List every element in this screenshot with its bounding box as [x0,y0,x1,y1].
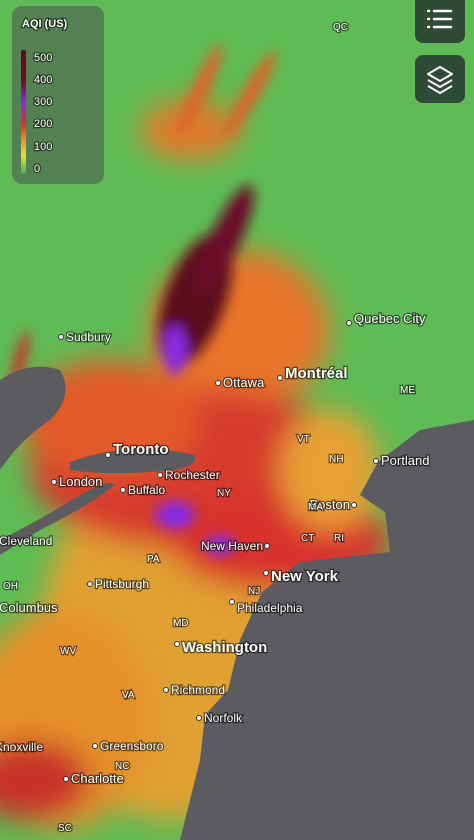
region-label: QC [333,22,348,33]
city-label: Toronto [113,441,169,458]
city-label: Boston [310,497,350,512]
city-label: Richmond [171,683,225,697]
region-label: NJ [248,586,260,597]
city-label: New York [271,568,339,585]
city-dot [120,487,126,493]
city-dot [92,743,98,749]
city-dot [174,641,180,647]
city-dot [263,570,269,576]
city-dot [58,334,64,340]
smoke-core [10,44,276,555]
legend: AQI (US) 500 400 300 200 100 0 [12,6,104,184]
city-dot [87,581,93,587]
region-label: NY [217,488,231,499]
region-label: MD [173,618,189,629]
city-dot [277,375,283,381]
city-label: Quebec City [354,311,426,326]
layers-button[interactable] [415,55,465,103]
city-dot [105,452,111,458]
city-dot [373,458,379,464]
city-label: Washington [182,639,267,656]
city-dot [346,320,352,326]
city-dot [215,380,221,386]
city-label: Columbus [0,600,58,615]
city-dot [157,472,163,478]
city-label: Montréal [285,365,348,382]
city-label: Charlotte [71,771,124,786]
city-label: Ottawa [223,375,265,390]
region-label: OH [3,581,18,592]
city-label: Knoxville [0,740,43,754]
legend-tick: 500 [34,52,52,64]
city-dot [163,687,169,693]
legend-tick: 100 [34,141,52,153]
ocean [180,420,474,840]
region-label: WV [60,646,76,657]
legend-tick: 200 [34,118,52,130]
region-label: NC [115,761,129,772]
region-label: SC [58,823,72,834]
city-label: Greensboro [100,739,164,753]
city-label: Cleveland [0,534,52,548]
menu-button-bg[interactable] [415,0,465,43]
legend-box [12,6,104,184]
city-dot [51,479,57,485]
city-dot [264,543,270,549]
city-label: Pittsburgh [95,577,149,591]
layers-icon [427,66,453,94]
legend-tick: 300 [34,96,52,108]
color-scale [21,50,26,174]
city-label: Rochester [165,468,220,482]
city-label: Portland [381,453,429,468]
legend-title: AQI (US) [22,18,68,30]
city-label: New Haven [201,539,263,553]
list-icon [426,9,453,29]
region-label: CT [301,533,314,544]
legend-tick: 0 [34,163,40,175]
region-label: VA [122,690,135,701]
region-label: NH [329,454,343,465]
region-label: ME [400,385,415,396]
city-label: Norfolk [204,711,243,725]
layers-button-bg[interactable] [415,55,465,103]
city-dot [351,502,357,508]
legend-tick: 400 [34,74,52,86]
city-label: Buffalo [128,483,165,497]
city-dot [196,715,202,721]
menu-button[interactable] [415,0,465,43]
lake-ontario [70,448,196,474]
city-dot [63,776,69,782]
region-label: RI [334,533,344,544]
lake-huron [0,366,66,470]
city-label: Philadelphia [237,601,303,615]
city-label: Sudbury [66,330,111,344]
city-dot [229,599,235,605]
region-label: MA [308,502,323,513]
region-label: VT [297,434,310,445]
region-label: PA [147,554,160,565]
lake-erie [0,482,115,555]
city-label: London [59,474,102,489]
